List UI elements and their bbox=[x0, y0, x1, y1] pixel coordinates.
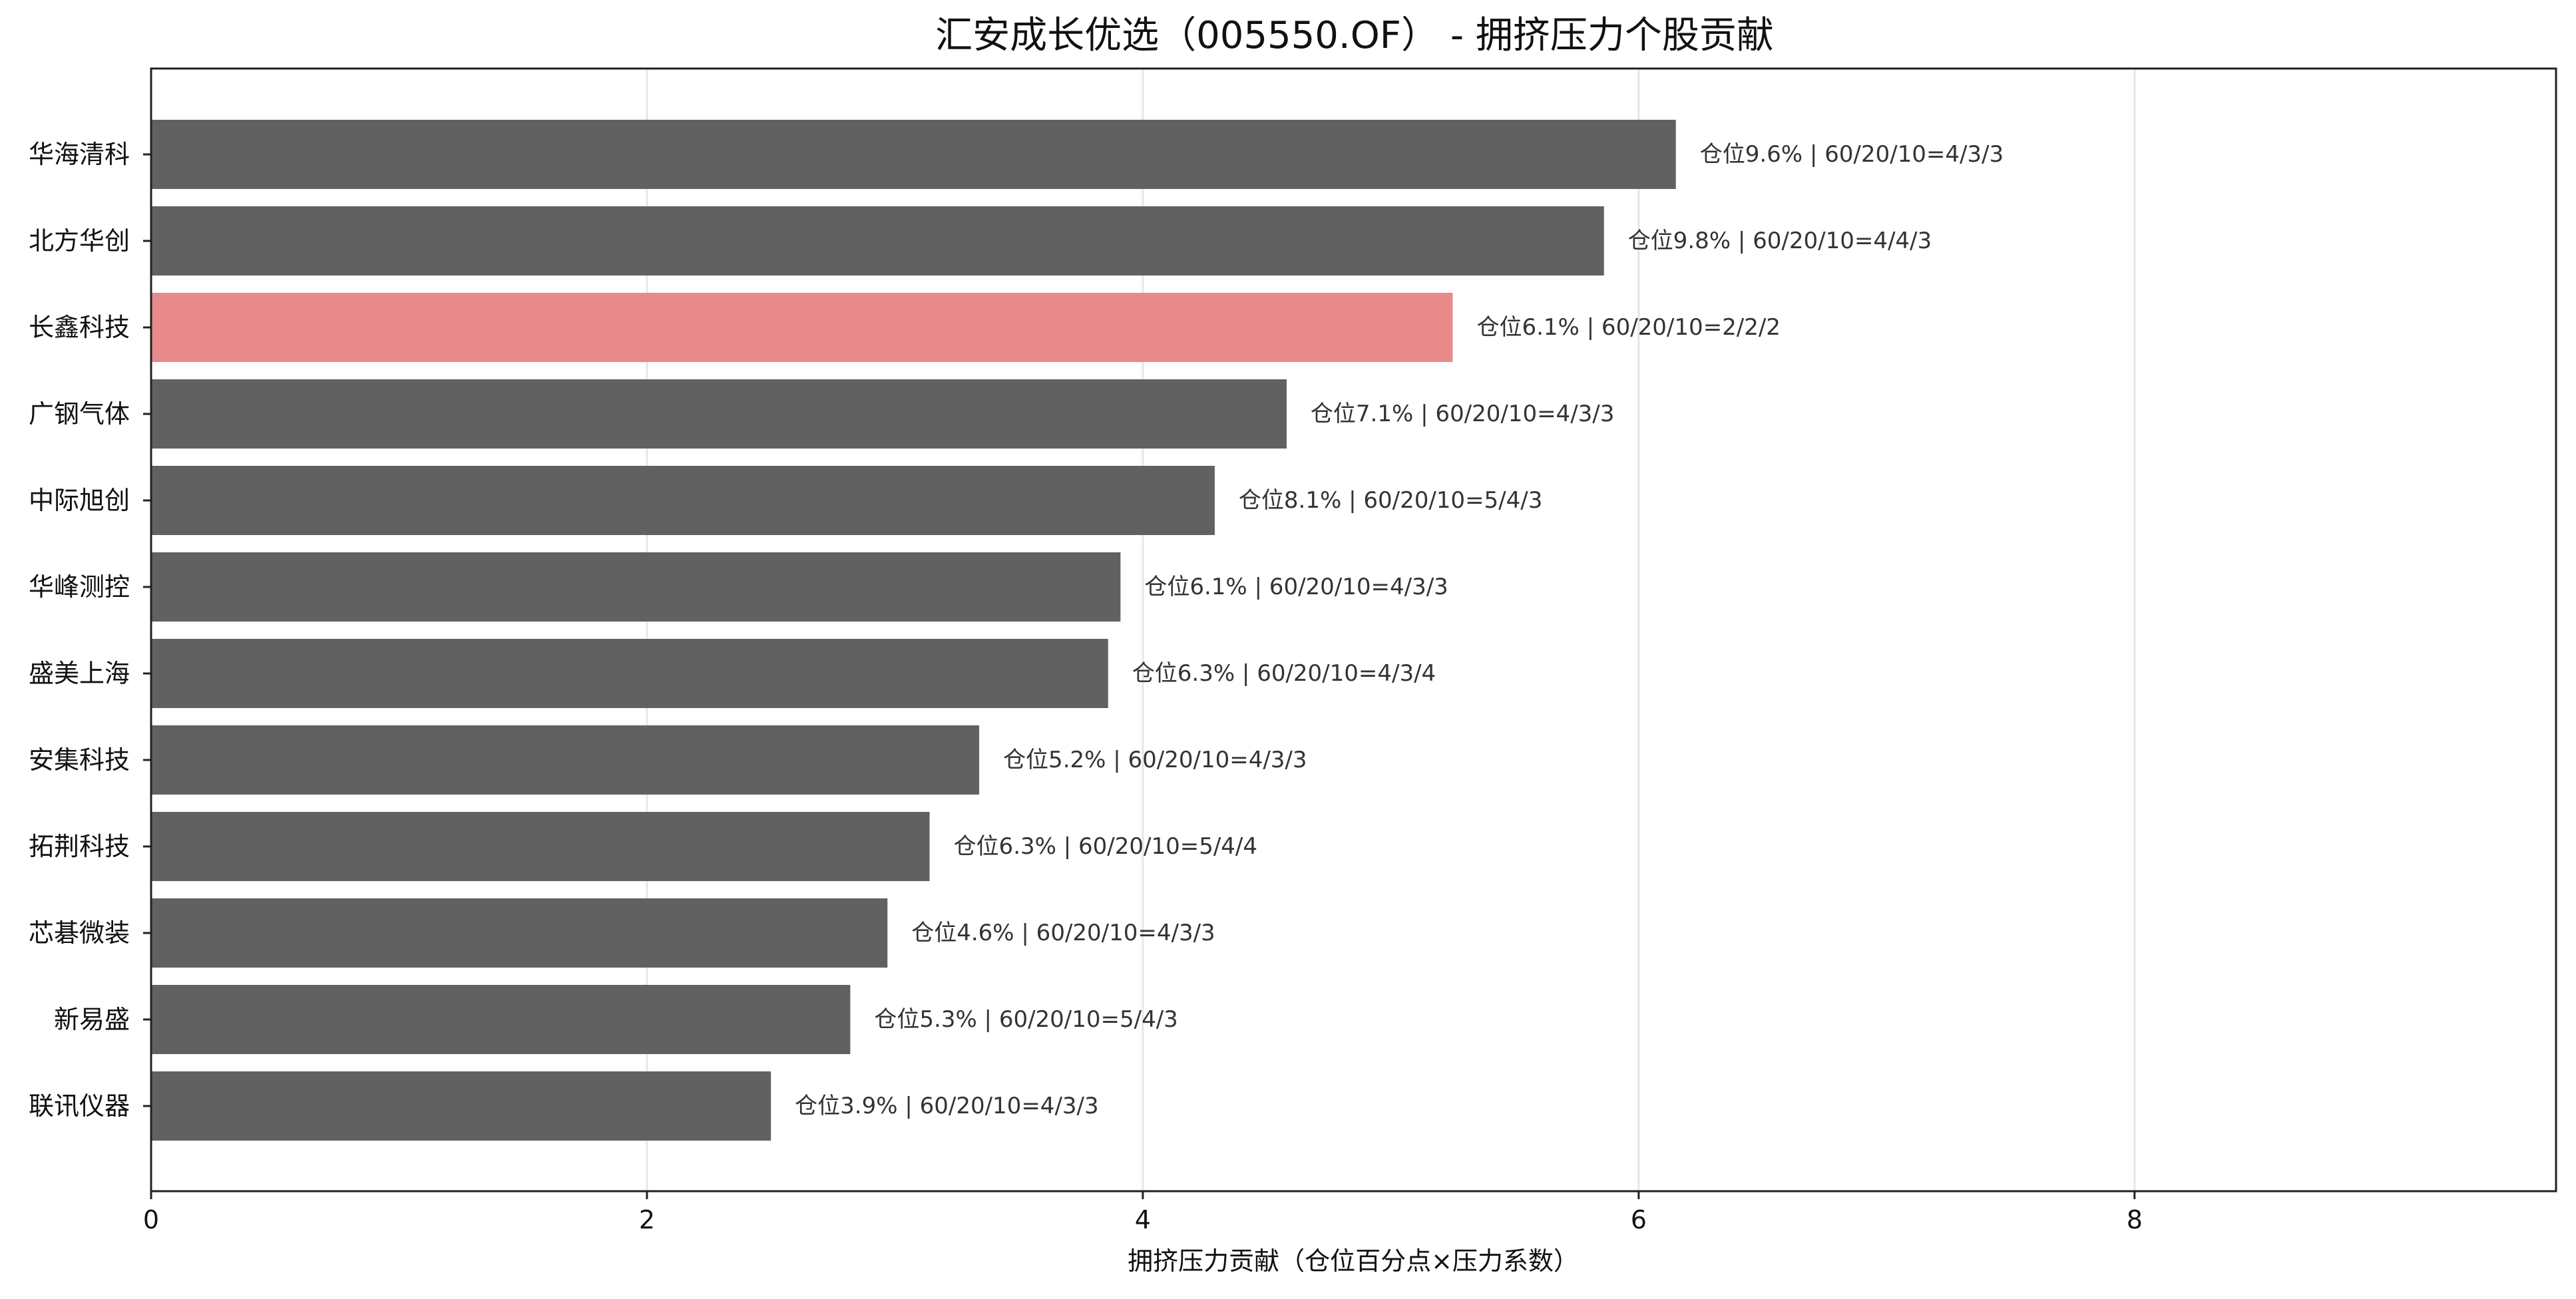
bar-annotation: 仓位4.6% | 60/20/10=4/3/3 bbox=[911, 920, 1215, 946]
bar-annotation: 仓位5.3% | 60/20/10=5/4/3 bbox=[874, 1006, 1178, 1033]
plot-frame bbox=[150, 67, 2557, 1193]
x-tick-label: 8 bbox=[2127, 1205, 2143, 1234]
y-tick-label: 芯碁微装 bbox=[29, 918, 130, 948]
bar-annotation: 仓位3.9% | 60/20/10=4/3/3 bbox=[795, 1093, 1098, 1119]
bar-annotation: 仓位6.1% | 60/20/10=4/3/3 bbox=[1144, 574, 1448, 600]
bar-annotation: 仓位6.1% | 60/20/10=2/2/2 bbox=[1476, 314, 1780, 341]
x-tick-label: 2 bbox=[639, 1205, 655, 1234]
chart-title: 汇安成长优选（005550.OF） - 拥挤压力个股贡献 bbox=[935, 14, 1774, 57]
bar-labels-layer: 仓位9.6% | 60/20/10=4/3/3 仓位9.8% | 60/20/10… bbox=[795, 141, 2004, 1119]
x-tick-label: 6 bbox=[1631, 1205, 1647, 1234]
bar-annotation: 仓位8.1% | 60/20/10=5/4/3 bbox=[1239, 487, 1542, 514]
bar bbox=[151, 552, 1121, 622]
bar bbox=[151, 898, 888, 968]
y-tick-label: 华海清科 bbox=[29, 140, 130, 169]
y-tick-label: 中际旭创 bbox=[29, 486, 130, 515]
bar-annotation: 仓位6.3% | 60/20/10=4/3/4 bbox=[1132, 660, 1436, 687]
x-tick-label: 0 bbox=[143, 1205, 159, 1234]
y-tick-label: 盛美上海 bbox=[29, 659, 130, 688]
bar bbox=[151, 379, 1287, 449]
bar bbox=[151, 639, 1108, 708]
bar bbox=[151, 206, 1604, 276]
bar-annotation: 仓位9.8% | 60/20/10=4/4/3 bbox=[1628, 228, 1932, 254]
bar bbox=[151, 812, 930, 881]
x-axis-label: 拥挤压力贡献（仓位百分点×压力系数） bbox=[1128, 1246, 1579, 1276]
bar bbox=[151, 985, 851, 1054]
bar-annotation: 仓位5.2% | 60/20/10=4/3/3 bbox=[1003, 747, 1307, 773]
y-tick-label: 长鑫科技 bbox=[29, 313, 130, 342]
y-tick-label: 华峰测控 bbox=[29, 572, 130, 602]
bar bbox=[151, 120, 1676, 189]
x-tick-label: 4 bbox=[1135, 1205, 1151, 1234]
bar-annotation: 仓位6.3% | 60/20/10=5/4/4 bbox=[954, 833, 1257, 860]
bars-layer bbox=[151, 120, 1676, 1141]
bar-annotation: 仓位7.1% | 60/20/10=4/3/3 bbox=[1311, 401, 1614, 427]
bar-highlighted bbox=[151, 293, 1453, 362]
y-tick-labels: 华海清科北方华创长鑫科技广钢气体中际旭创华峰测控盛美上海安集科技拓荆科技芯碁微装… bbox=[29, 140, 151, 1121]
x-tick-labels: 0 2 4 6 8 bbox=[143, 1191, 2143, 1234]
bar bbox=[151, 466, 1215, 535]
y-tick-label: 安集科技 bbox=[29, 745, 130, 775]
y-tick-label: 联讯仪器 bbox=[29, 1091, 130, 1121]
bar-annotation: 仓位9.6% | 60/20/10=4/3/3 bbox=[1700, 141, 2004, 168]
y-tick-label: 拓荆科技 bbox=[29, 832, 130, 861]
y-tick-label: 广钢气体 bbox=[29, 399, 130, 429]
bar bbox=[151, 1071, 771, 1141]
bar bbox=[151, 725, 980, 795]
y-tick-label: 新易盛 bbox=[54, 1005, 130, 1034]
y-tick-label: 北方华创 bbox=[29, 226, 130, 256]
